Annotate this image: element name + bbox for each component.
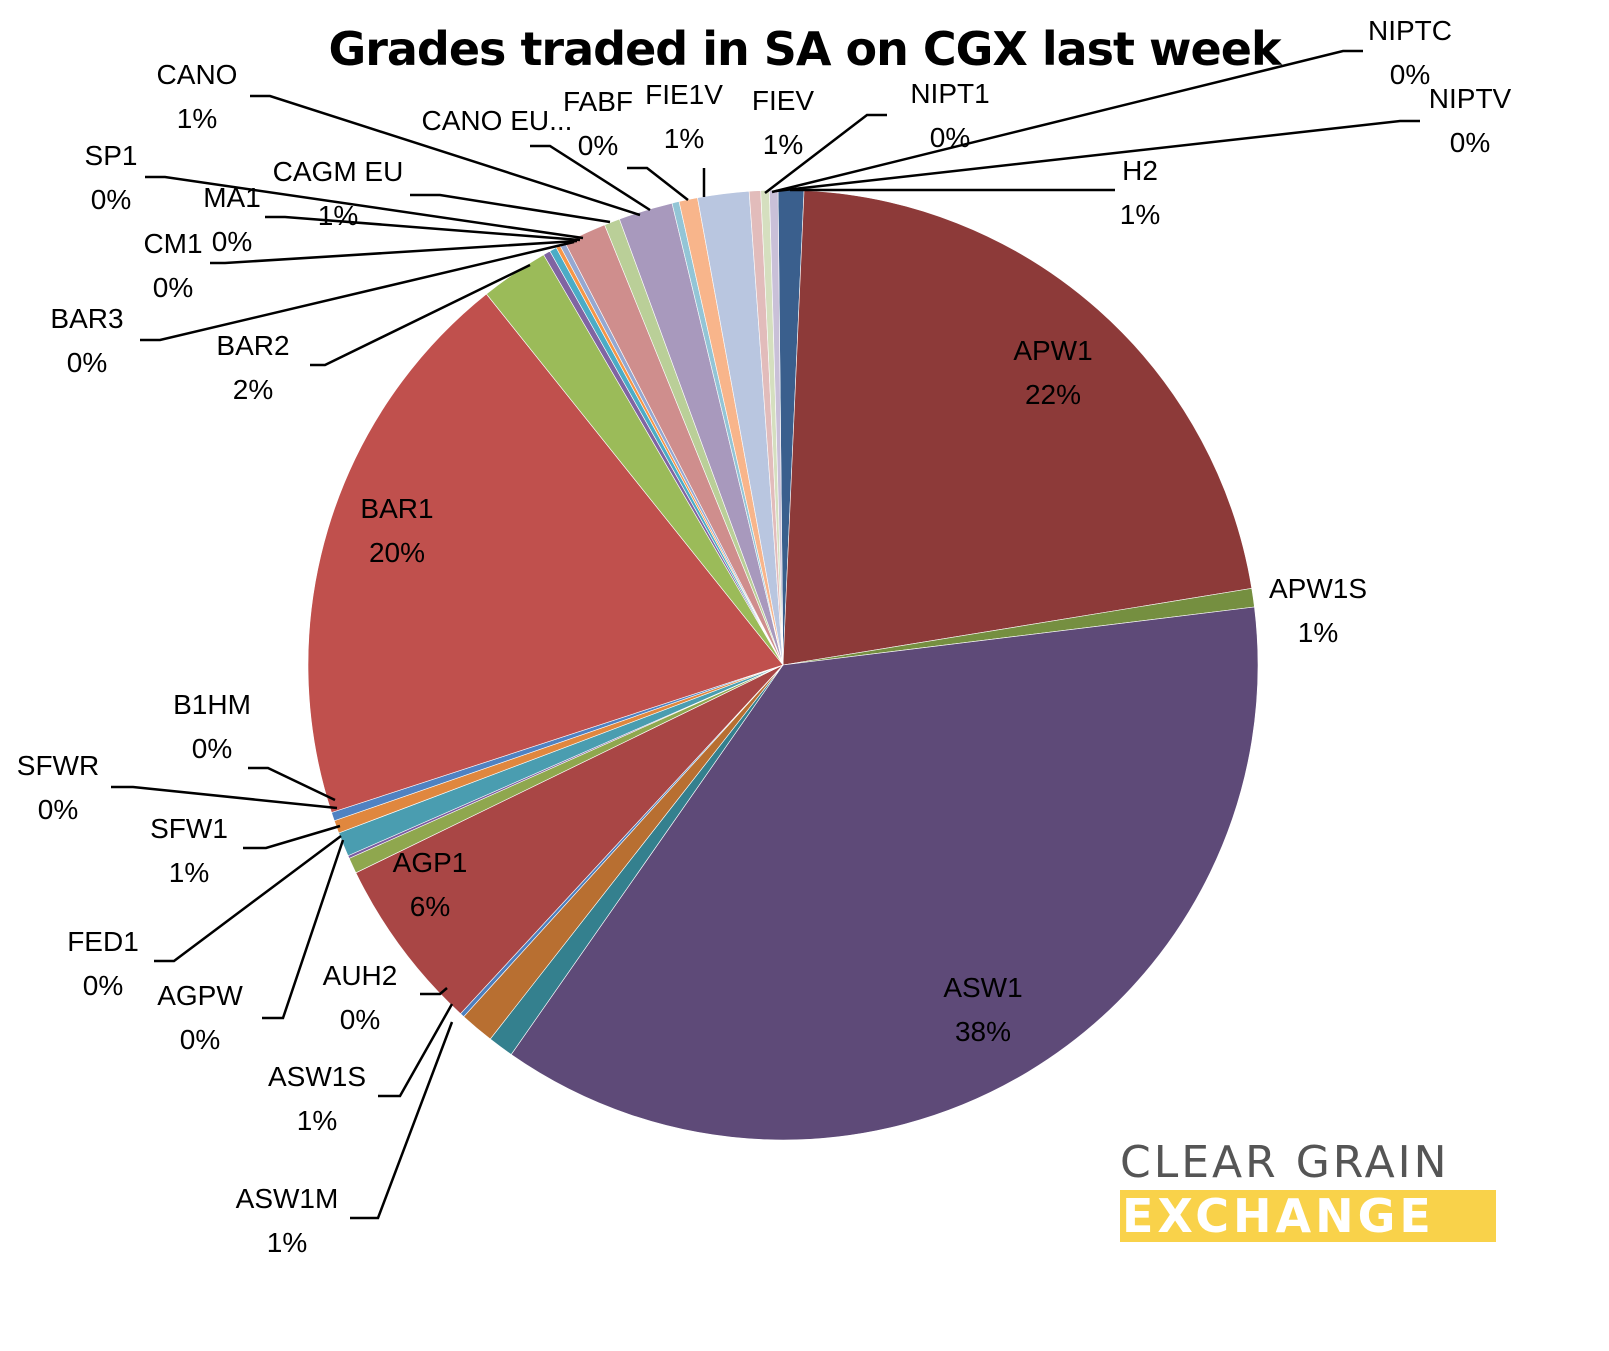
leader-line bbox=[140, 240, 575, 342]
leader-line bbox=[243, 824, 341, 850]
slice-label-percent: 0% bbox=[91, 184, 131, 215]
slice-label-percent: 0% bbox=[1450, 127, 1490, 158]
slice-label-name: MA1 bbox=[203, 182, 261, 213]
slice-label-percent: 1% bbox=[177, 103, 217, 134]
slice-label-name: FABF bbox=[563, 86, 633, 117]
leader-line bbox=[145, 175, 584, 240]
slice-label-percent: 20% bbox=[369, 537, 425, 568]
leader-line bbox=[378, 1003, 454, 1098]
slice-label-percent: 1% bbox=[763, 129, 803, 160]
data-labels: H2 1% APW1 22% APW1S 1% ASW1 38% ASW1M 1% ASW1S 1% A… bbox=[17, 15, 1512, 1258]
slice-label-name: ASW1M bbox=[236, 1183, 339, 1214]
slice-label-name: BAR2 bbox=[216, 330, 289, 361]
slice-label-name: FED1 bbox=[67, 926, 139, 957]
leader-line bbox=[627, 166, 689, 201]
slice-label-name: SFW1 bbox=[150, 813, 228, 844]
pie-slice-agp1 bbox=[355, 664, 784, 1015]
slice-label-name: NIPT1 bbox=[910, 78, 989, 109]
leader-line bbox=[764, 113, 887, 194]
slice-label-percent: 38% bbox=[955, 1016, 1011, 1047]
pie-slices bbox=[307, 189, 1259, 1141]
slice-label-name: FIE1V bbox=[645, 79, 723, 110]
slice-label-percent: 0% bbox=[192, 733, 232, 764]
pie-slice-asw1 bbox=[510, 606, 1259, 1141]
slice-label-name: CANO bbox=[157, 59, 238, 90]
slice-label-name: CM1 bbox=[143, 228, 202, 259]
slice-label-percent: 1% bbox=[1298, 617, 1338, 648]
slice-label-name: CAGM EU bbox=[273, 156, 404, 187]
slice-label-percent: 2% bbox=[233, 374, 273, 405]
slice-label-percent: 1% bbox=[169, 857, 209, 888]
slice-label-name: AGPW bbox=[157, 980, 243, 1011]
slice-label-percent: 0% bbox=[180, 1024, 220, 1055]
leader-line bbox=[248, 766, 336, 802]
slice-label-percent: 1% bbox=[1120, 199, 1160, 230]
pie-slice-bar1 bbox=[307, 293, 784, 813]
slice-label-name: NIPTC bbox=[1368, 15, 1452, 46]
slice-label-name: NIPTV bbox=[1429, 83, 1512, 114]
leader-line bbox=[210, 239, 578, 265]
slice-label-percent: 1% bbox=[664, 123, 704, 154]
slice-label-name: SP1 bbox=[85, 140, 138, 171]
slice-label-name: APW1S bbox=[1269, 573, 1367, 604]
slice-label-percent: 0% bbox=[212, 226, 252, 257]
slice-label-name: BAR1 bbox=[360, 493, 433, 524]
slice-label-name: ASW1 bbox=[943, 972, 1022, 1003]
clear-grain-exchange-logo: CLEAR GRAIN EXCHANGE bbox=[1120, 1138, 1520, 1242]
leader-line bbox=[154, 834, 342, 963]
slice-label-percent: 0% bbox=[930, 122, 970, 153]
logo-line-1: CLEAR GRAIN bbox=[1120, 1137, 1450, 1188]
logo-line-2: EXCHANGE bbox=[1120, 1190, 1496, 1242]
slice-label-percent: 0% bbox=[153, 272, 193, 303]
slice-label-percent: 0% bbox=[340, 1004, 380, 1035]
slice-label-percent: 1% bbox=[297, 1105, 337, 1136]
slice-label-name: H2 bbox=[1122, 155, 1158, 186]
leader-line bbox=[310, 263, 531, 367]
leader-line bbox=[410, 193, 611, 224]
slice-label-percent: 0% bbox=[67, 347, 107, 378]
slice-label-percent: 0% bbox=[578, 130, 618, 161]
slice-label-name: ASW1S bbox=[268, 1061, 366, 1092]
leader-line bbox=[350, 1021, 454, 1220]
slice-label-percent: 22% bbox=[1025, 379, 1081, 410]
leader-line bbox=[771, 49, 1363, 194]
slice-label-percent: 1% bbox=[318, 200, 358, 231]
slice-label-percent: 6% bbox=[410, 891, 450, 922]
slice-label-percent: 1% bbox=[267, 1227, 307, 1258]
slice-label-percent: 0% bbox=[83, 970, 123, 1001]
slice-label-name: BAR3 bbox=[50, 303, 123, 334]
chart-title: Grades traded in SA on CGX last week bbox=[328, 22, 1281, 76]
slice-label-name: FIEV bbox=[752, 85, 815, 116]
slice-label-name: B1HM bbox=[173, 689, 251, 720]
leader-line bbox=[262, 839, 345, 1020]
leader-line bbox=[265, 215, 581, 242]
slice-label-name: SFWR bbox=[17, 750, 99, 781]
leader-line bbox=[111, 785, 338, 810]
slice-label-name: AGP1 bbox=[393, 847, 468, 878]
leader-lines bbox=[111, 49, 1420, 1220]
slice-label-percent: 0% bbox=[38, 794, 78, 825]
leader-line bbox=[530, 144, 651, 212]
slice-label-name: AUH2 bbox=[323, 960, 398, 991]
slice-label-name: APW1 bbox=[1013, 335, 1092, 366]
leader-line bbox=[420, 987, 448, 996]
leader-line bbox=[250, 94, 641, 217]
slice-label-name: CANO EU... bbox=[422, 105, 573, 136]
slice-label-percent: 0% bbox=[1390, 59, 1430, 90]
leader-line bbox=[775, 119, 1420, 193]
pie-slice-apw1 bbox=[782, 190, 1253, 666]
